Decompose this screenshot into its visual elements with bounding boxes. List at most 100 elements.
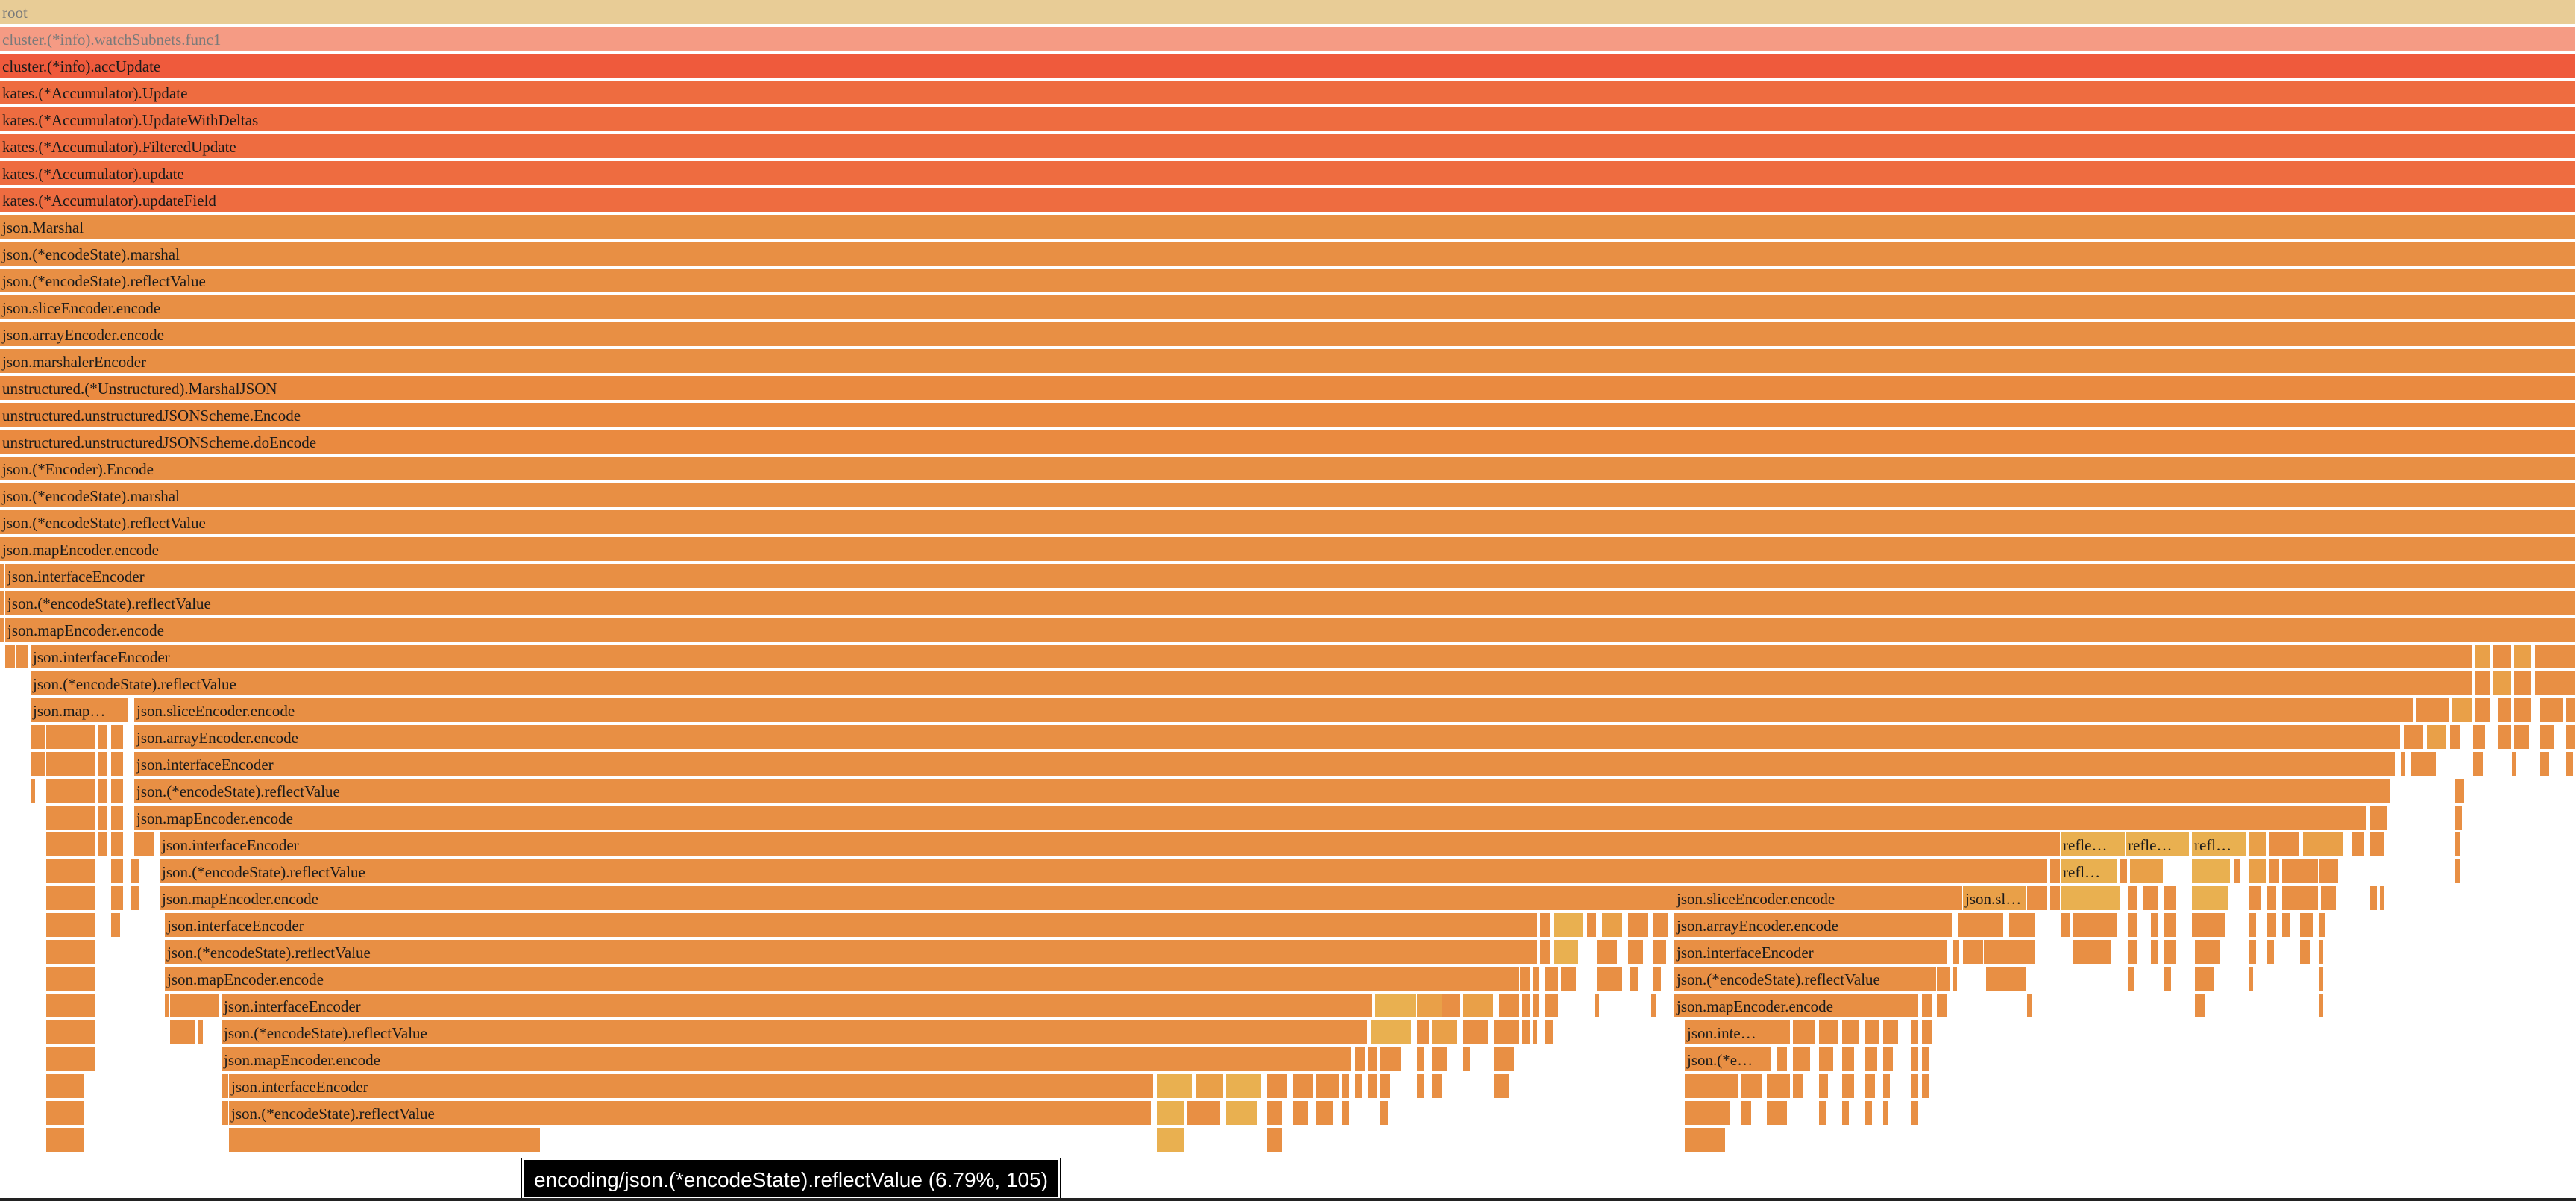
flame-frame[interactable] <box>46 1020 95 1046</box>
flame-frame[interactable] <box>2282 886 2319 912</box>
flame-frame[interactable] <box>1595 994 1600 1019</box>
flame-frame[interactable] <box>2319 859 2339 885</box>
flame-frame[interactable] <box>1911 1047 1919 1073</box>
flame-frame[interactable] <box>1630 967 1639 992</box>
flame-frame[interactable] <box>1342 1101 1350 1126</box>
flame-frame[interactable] <box>1342 1074 1350 1100</box>
flame-frame[interactable] <box>1865 1047 1878 1073</box>
flame-frame[interactable] <box>2073 913 2117 938</box>
flame-frame[interactable] <box>46 859 95 885</box>
flame-frame[interactable] <box>1417 1047 1424 1073</box>
flame-frame[interactable] <box>46 1128 85 1153</box>
flame-frame[interactable] <box>1819 1101 1826 1126</box>
flame-frame[interactable] <box>1432 1047 1448 1073</box>
flame-frame[interactable]: json.mapEncoder.encode <box>5 618 2576 643</box>
flame-frame[interactable]: kates.(*Accumulator).updateField <box>0 188 2576 213</box>
flame-frame[interactable] <box>2535 645 2576 670</box>
flame-frame[interactable] <box>1922 1047 1929 1073</box>
flame-frame[interactable]: json.(*encodeState).reflectValue <box>0 269 2576 294</box>
flame-frame[interactable] <box>1157 1074 1193 1100</box>
flame-frame[interactable] <box>1767 1074 1777 1100</box>
flame-frame[interactable] <box>2512 752 2517 777</box>
flame-frame[interactable] <box>2370 886 2378 912</box>
flame-frame[interactable] <box>2050 886 2061 912</box>
flame-frame[interactable]: json.(*encodeState).reflectValue <box>5 591 2576 616</box>
flame-frame[interactable]: json.sliceEncoder.encode <box>1674 886 1963 912</box>
flame-frame[interactable] <box>1226 1074 1262 1100</box>
flame-frame[interactable] <box>2319 940 2324 965</box>
flame-frame[interactable] <box>2514 725 2530 750</box>
flame-frame[interactable] <box>2452 698 2473 724</box>
flame-frame[interactable] <box>1865 1101 1873 1126</box>
flame-frame[interactable] <box>1545 967 1559 992</box>
flame-frame[interactable] <box>2540 698 2563 724</box>
flame-frame[interactable] <box>1958 913 2004 938</box>
flame-frame[interactable] <box>1953 967 1958 992</box>
flame-frame[interactable] <box>2130 859 2164 885</box>
flame-frame[interactable] <box>2164 913 2177 938</box>
flame-frame[interactable] <box>1984 940 2035 965</box>
flame-frame[interactable] <box>2455 859 2460 885</box>
flame-frame[interactable] <box>2164 886 2177 912</box>
flame-frame[interactable] <box>111 859 124 885</box>
flame-frame[interactable]: json.mapEncoder.encode <box>0 537 2576 562</box>
flame-frame[interactable] <box>2267 913 2277 938</box>
flame-frame[interactable]: json.Marshal <box>0 215 2576 240</box>
flame-frame[interactable] <box>1463 1047 1471 1073</box>
flame-frame[interactable]: json.sliceEncoder.encode <box>134 698 2413 724</box>
flame-frame[interactable] <box>134 832 154 858</box>
flame-frame[interactable] <box>2249 832 2267 858</box>
flame-frame[interactable] <box>1533 994 1540 1019</box>
flame-frame[interactable] <box>98 832 108 858</box>
flame-frame[interactable] <box>1865 1020 1880 1046</box>
flame-frame[interactable] <box>1187 1101 1221 1126</box>
flame-frame[interactable] <box>46 1101 85 1126</box>
flame-frame[interactable] <box>1685 1074 1738 1100</box>
flame-frame[interactable] <box>1685 1128 1726 1153</box>
flame-frame[interactable] <box>222 1074 229 1100</box>
flame-frame[interactable] <box>2427 725 2447 750</box>
flame-frame[interactable] <box>46 994 95 1019</box>
flame-frame[interactable]: refle… <box>2061 832 2126 858</box>
flame-frame[interactable] <box>46 886 95 912</box>
flame-frame[interactable]: json.(*encodeState).marshal <box>0 483 2576 509</box>
flame-frame[interactable] <box>1368 1047 1378 1073</box>
flame-frame[interactable] <box>1417 1020 1430 1046</box>
flame-frame[interactable] <box>1157 1101 1185 1126</box>
flame-frame[interactable] <box>1494 1020 1520 1046</box>
flame-frame[interactable] <box>46 1074 85 1100</box>
flame-frame[interactable] <box>2282 913 2290 938</box>
flame-frame[interactable] <box>1651 994 1656 1019</box>
flame-frame[interactable]: json.(*encodeState).reflectValue <box>229 1101 1152 1126</box>
flame-frame[interactable]: json.(*encodeState).reflectValue <box>31 671 2473 697</box>
flame-frame[interactable]: root <box>0 0 2576 25</box>
flame-frame[interactable] <box>1520 967 1530 992</box>
flame-frame[interactable]: json.interfaceEncoder <box>5 564 2576 589</box>
flame-frame[interactable] <box>2535 671 2576 697</box>
flame-frame[interactable] <box>1986 967 2027 992</box>
flame-frame[interactable] <box>1522 1020 1530 1046</box>
flame-frame[interactable] <box>2164 940 2177 965</box>
flame-frame[interactable] <box>111 806 124 831</box>
flame-frame[interactable] <box>2493 671 2512 697</box>
flame-frame[interactable] <box>111 725 124 750</box>
flame-frame[interactable] <box>1587 913 1597 938</box>
flame-frame[interactable]: json.interfaceEncoder <box>165 913 1538 938</box>
flame-frame[interactable] <box>1937 994 1947 1019</box>
flame-frame[interactable]: json.(*encodeState).reflectValue <box>134 779 2390 804</box>
flame-frame[interactable] <box>2300 940 2310 965</box>
flame-frame[interactable] <box>1316 1074 1339 1100</box>
flame-frame[interactable] <box>2195 940 2220 965</box>
flame-frame[interactable] <box>1628 913 1649 938</box>
flame-frame[interactable] <box>2566 752 2574 777</box>
flame-frame[interactable] <box>2249 967 2254 992</box>
flame-frame[interactable]: json.interfaceEncoder <box>1674 940 1947 965</box>
flame-frame[interactable] <box>0 591 5 616</box>
flame-frame[interactable] <box>2493 645 2512 670</box>
flame-frame[interactable]: json.interfaceEncoder <box>222 994 1373 1019</box>
flame-frame[interactable]: json.interfaceEncoder <box>160 832 2061 858</box>
flame-frame[interactable] <box>1819 1020 1839 1046</box>
flame-frame[interactable] <box>1883 1047 1894 1073</box>
flame-frame[interactable] <box>229 1128 541 1153</box>
flame-frame[interactable] <box>1842 1047 1855 1073</box>
